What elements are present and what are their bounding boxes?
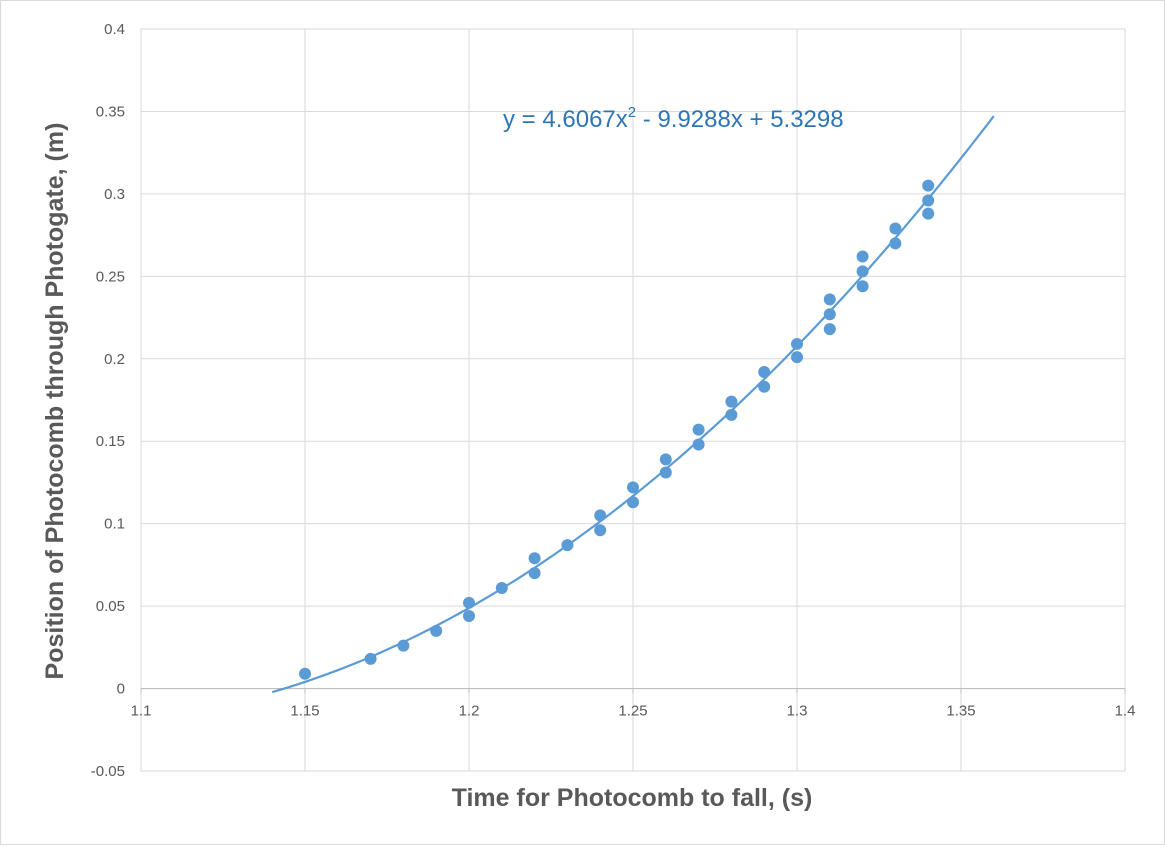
y-tick-label: 0.35 (96, 103, 125, 120)
data-point (692, 438, 705, 451)
data-point (659, 453, 672, 466)
y-tick-label: 0.3 (104, 186, 125, 203)
data-point (627, 496, 639, 509)
data-point (922, 194, 935, 207)
x-tick-label: 1.15 (290, 703, 319, 720)
x-tick-label: 1.3 (787, 703, 808, 720)
data-point (823, 323, 836, 336)
data-point (594, 524, 607, 537)
data-point (856, 250, 869, 263)
equation-superscript: 2 (628, 104, 636, 121)
x-tick-label: 1.1 (131, 703, 152, 720)
data-point (758, 380, 771, 393)
y-tick-label: 0.25 (96, 268, 125, 285)
data-point (856, 280, 869, 293)
data-point (791, 337, 803, 350)
data-points (299, 179, 935, 680)
data-point (627, 481, 639, 494)
data-point (364, 652, 377, 665)
x-tick-label: 1.4 (1115, 703, 1136, 720)
data-point (463, 610, 475, 623)
trendline-layer (271, 115, 995, 694)
gridlines (140, 28, 1126, 772)
y-tick-label: 0.15 (96, 433, 125, 450)
trendline-equation: y = 4.6067x2 - 9.9288x + 5.3298 (503, 104, 844, 133)
x-tick-label: 1.2 (459, 703, 480, 720)
x-tick-label: 1.35 (946, 703, 975, 720)
x-axis (140, 687, 1126, 694)
data-point (725, 408, 738, 421)
y-tick-label: -0.05 (91, 763, 125, 780)
data-point (922, 179, 935, 192)
trendline (271, 115, 995, 694)
data-point (823, 293, 836, 306)
equation-main: y = 4.6067x (503, 106, 628, 133)
data-point (856, 265, 869, 278)
data-point (823, 308, 836, 321)
y-tick-label: 0.4 (104, 21, 125, 38)
data-point (397, 639, 410, 652)
y-tick-label: 0 (117, 681, 125, 698)
data-point (495, 581, 508, 594)
data-point (463, 596, 475, 609)
data-point (791, 351, 803, 364)
data-point (594, 509, 607, 522)
x-tick-label: 1.25 (618, 703, 647, 720)
data-point (889, 222, 902, 235)
y-tick-label: 0.1 (104, 516, 125, 533)
data-point (299, 667, 311, 680)
y-tick-label: 0.05 (96, 598, 125, 615)
data-point (922, 207, 935, 220)
x-axis-title: Time for Photocomb to fall, (s) (452, 784, 813, 812)
y-axis-title: Position of Photocomb through Photogate,… (41, 123, 69, 680)
equation-rest: - 9.9288x + 5.3298 (636, 106, 844, 133)
data-point (528, 567, 541, 580)
data-point (528, 552, 541, 565)
data-point (758, 365, 771, 378)
tick-labels: -0.05 0 0.05 0.1 0.15 0.2 0.25 0.3 0.35 0.4 1.1 1.1… (91, 21, 1136, 780)
data-point (725, 395, 738, 408)
data-point (430, 624, 443, 637)
y-tick-label: 0.2 (104, 351, 125, 368)
data-point (692, 423, 705, 436)
data-point (889, 237, 902, 250)
data-point (659, 466, 672, 479)
data-point (561, 539, 574, 552)
